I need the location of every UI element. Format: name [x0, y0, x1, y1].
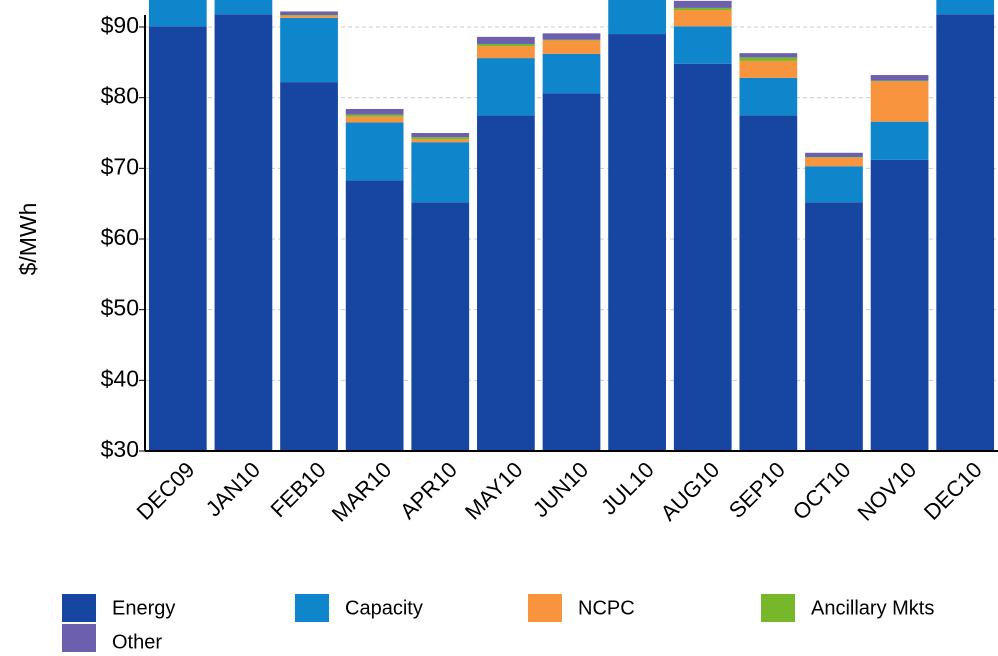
- bar-segment: [673, 10, 732, 27]
- bar-segment: [214, 14, 273, 452]
- bar-segment: [280, 82, 338, 452]
- bar-segment: [345, 180, 404, 451]
- bar-segment: [542, 93, 601, 451]
- bar-segment: [477, 58, 535, 116]
- y-tick-label: $30: [101, 436, 139, 462]
- bar-segment: [673, 0, 732, 8]
- x-tick-label: AUG10: [656, 457, 725, 526]
- x-tick-label: DEC09: [132, 457, 200, 525]
- bar-segment: [214, 0, 273, 15]
- bar-segment: [411, 139, 470, 143]
- bar-segment: [280, 14, 338, 16]
- bar-segment: [411, 142, 470, 203]
- bar-segment: [870, 159, 929, 451]
- bar-segment: [345, 108, 404, 115]
- y-tick-label: $80: [101, 83, 139, 109]
- x-tick-label: SEP10: [724, 457, 790, 523]
- bar-segment: [870, 75, 929, 81]
- x-tick-label: JUL10: [596, 457, 659, 520]
- x-tick-label: OCT10: [788, 457, 856, 525]
- bar-segment: [673, 63, 732, 451]
- bar-segment: [411, 133, 470, 138]
- y-tick-label: $60: [101, 224, 139, 250]
- bar-segment: [805, 166, 863, 203]
- bar-segment: [542, 33, 601, 40]
- legend-label: Other: [112, 631, 162, 653]
- bar-segment: [345, 122, 404, 181]
- bar-segment: [345, 116, 404, 123]
- legend-label: Capacity: [345, 597, 423, 619]
- x-tick-label: DEC10: [919, 457, 987, 525]
- bar-segment: [739, 53, 798, 58]
- bar-segment: [608, 34, 666, 452]
- y-tick-label: $90: [101, 12, 139, 38]
- x-tick-label: NOV10: [853, 457, 922, 526]
- bar-segment: [870, 81, 929, 122]
- bar-segment: [345, 114, 404, 117]
- bar-segment: [280, 11, 338, 15]
- bar-segment: [805, 152, 863, 158]
- bar-segment: [936, 0, 995, 15]
- y-tick-label: $50: [101, 295, 139, 321]
- bar-segment: [280, 17, 338, 83]
- y-tick-label: $70: [101, 153, 139, 179]
- bar-segment: [805, 157, 863, 158]
- x-tick-label: APR10: [395, 457, 462, 524]
- bar-segment: [739, 60, 798, 78]
- bar-segment: [148, 26, 207, 451]
- bar-segment: [608, 0, 666, 35]
- legend-label: Ancillary Mkts: [811, 597, 934, 619]
- bar-segment: [673, 7, 732, 11]
- bar-segment: [477, 43, 535, 47]
- bar-segment: [542, 39, 601, 41]
- bar-segment: [542, 53, 601, 94]
- bar-segment: [870, 121, 929, 160]
- x-tick-label: MAR10: [327, 457, 397, 527]
- bar-segment: [542, 40, 601, 54]
- bar-segment: [739, 115, 798, 451]
- bar-segment: [739, 57, 798, 61]
- legend-swatch: [528, 594, 562, 622]
- y-tick-label: $40: [101, 365, 139, 391]
- bar-segment: [477, 46, 535, 59]
- bar-segment: [870, 80, 929, 82]
- bar-segment: [805, 157, 863, 167]
- bar-segment: [411, 202, 470, 451]
- bar-segment: [148, 0, 207, 27]
- legend-swatch: [62, 594, 96, 622]
- bar-segment: [411, 137, 470, 140]
- x-tick-label: JAN10: [201, 457, 265, 521]
- legend-label: Energy: [112, 597, 175, 619]
- bar-segment: [739, 77, 798, 116]
- legend-label: NCPC: [578, 597, 635, 619]
- bar-segment: [936, 14, 995, 452]
- bar-segment: [477, 36, 535, 44]
- x-tick-label: MAY10: [460, 457, 528, 525]
- legend-swatch: [62, 624, 96, 652]
- legend-swatch: [295, 594, 329, 622]
- x-tick-label: JUN10: [528, 457, 593, 522]
- x-tick-label: FEB10: [265, 457, 330, 522]
- bar-segment: [805, 202, 863, 451]
- y-axis-label: $/MWh: [15, 203, 41, 276]
- legend-swatch: [761, 594, 795, 622]
- bar-segment: [477, 115, 535, 451]
- bar-segment: [673, 26, 732, 64]
- bar-segment: [280, 15, 338, 18]
